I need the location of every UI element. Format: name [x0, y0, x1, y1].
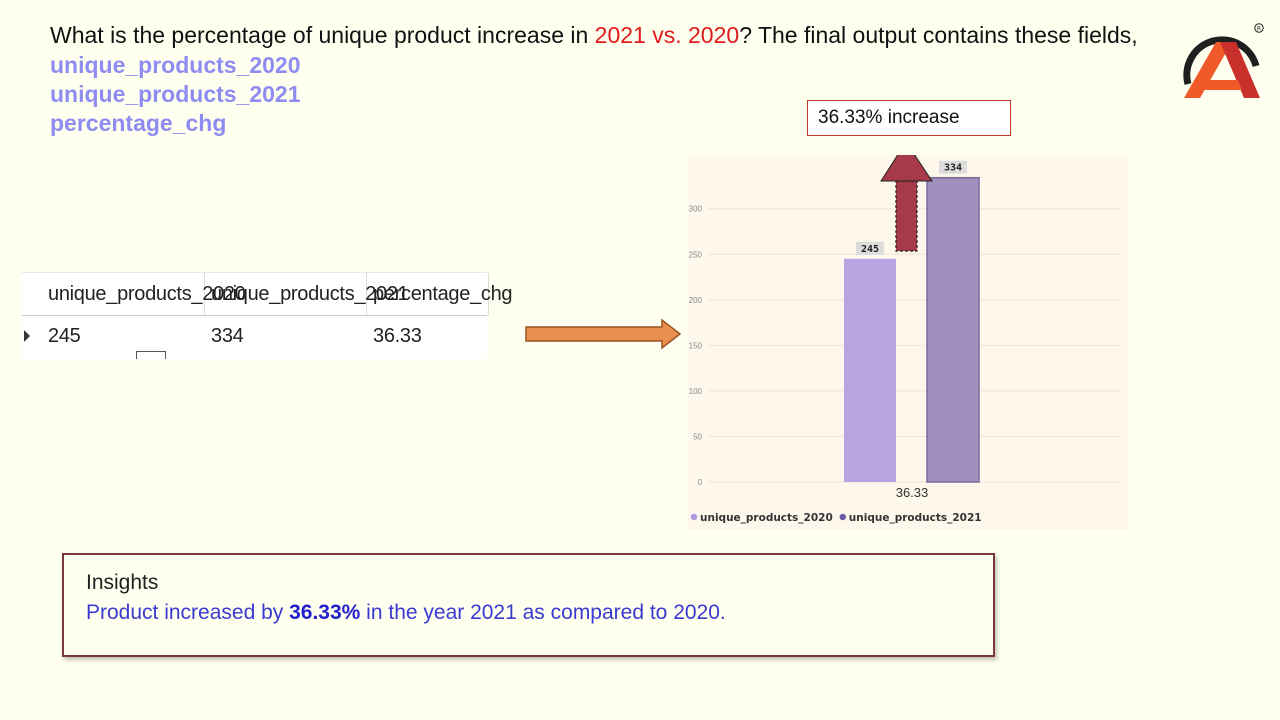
data-label: 245: [861, 244, 879, 255]
table-row[interactable]: 245 334 36.33: [22, 316, 487, 356]
bar: [926, 176, 980, 483]
x-tick-label: 36.33: [896, 485, 929, 500]
grid-header-cell[interactable]: unique_products_2020: [42, 273, 246, 315]
legend-dot: [690, 513, 698, 521]
data-label: 334: [944, 163, 962, 174]
legend-dot: [839, 513, 846, 521]
field-item: percentage_chg: [50, 110, 227, 136]
y-tick-label: 150: [689, 341, 703, 350]
y-tick-label: 200: [689, 296, 703, 305]
callout-text: 36.33% increase: [818, 107, 960, 128]
chart-svg: 0 50 100 150 200 250 300 36.33 245 334 unique_pr…: [689, 155, 1120, 524]
bar: [844, 258, 896, 482]
insights-value: 36.33%: [289, 601, 361, 624]
grid-header-cell[interactable]: unique_products_2021: [205, 273, 409, 315]
insights-text: Product increased by 36.33% in the year …: [86, 601, 971, 625]
grid-header-row: unique_products_2020 unique_products_202…: [22, 273, 513, 316]
increase-callout: 36.33% increase: [807, 100, 1011, 136]
insights-after: in the year 2021 as compared to 2020.: [360, 601, 726, 624]
y-tick-label: 100: [689, 387, 703, 396]
required-fields-list: unique_products_2020 unique_products_202…: [50, 51, 301, 138]
grid-cell[interactable]: 36.33: [373, 324, 422, 347]
legend-label: unique_products_2020: [700, 512, 833, 524]
field-item: unique_products_2020: [50, 52, 301, 78]
grid-cell[interactable]: 245: [48, 324, 81, 347]
y-tick-label: 250: [689, 250, 703, 259]
a-letter-logo-icon: R: [1183, 23, 1264, 98]
y-tick-label: 50: [693, 432, 702, 441]
y-tick-label: 300: [689, 205, 703, 214]
registered-mark: [1254, 23, 1264, 33]
bar-chart: 0 50 100 150 200 250 300 36.33 245 334 unique_pr…: [688, 155, 1128, 530]
field-item: unique_products_2021: [50, 81, 301, 107]
y-tick-label: 0: [698, 478, 703, 487]
grid-header-cell[interactable]: percentage_chg: [367, 273, 513, 315]
question-highlight: 2021 vs. 2020: [594, 22, 740, 48]
tooltip-fragment: [136, 351, 166, 359]
question-prefix: What is the percentage of unique product…: [50, 22, 595, 48]
svg-text:R: R: [1257, 26, 1261, 33]
row-selector-icon: [24, 330, 30, 342]
right-arrow-icon: [525, 318, 682, 350]
data-label-bg: [856, 241, 884, 255]
insights-before: Product increased by: [86, 601, 290, 624]
data-label-bg: [939, 160, 967, 174]
legend-label: unique_products_2021: [849, 512, 982, 524]
question-text: What is the percentage of unique product…: [50, 20, 1180, 50]
up-arrow-icon: [880, 155, 933, 252]
result-grid: unique_products_2020 unique_products_202…: [22, 272, 513, 359]
grid-cell[interactable]: 334: [211, 324, 244, 347]
insights-title: Insights: [86, 571, 159, 594]
question-suffix: ? The final output contains these fields…: [739, 22, 1138, 48]
insights-box: Insights Product increased by 36.33% in …: [62, 553, 995, 657]
